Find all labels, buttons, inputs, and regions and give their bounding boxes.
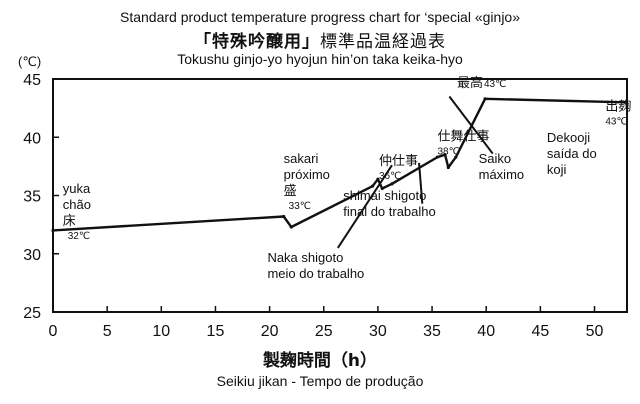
chart-title: Standard product temperature progress ch… — [120, 9, 520, 25]
annotation-shimai-shigoto-label: 仕舞仕事 — [437, 129, 489, 144]
data-point — [282, 214, 286, 219]
x-tick-label: 15 — [207, 323, 225, 340]
annotation-sakari-label: 盛 — [284, 183, 297, 198]
callout-naka-shigoto-note-line — [336, 164, 393, 249]
x-tick-label: 20 — [261, 323, 279, 340]
data-point — [289, 225, 293, 229]
x-tick-label: 50 — [586, 323, 604, 340]
annotation-sakari-label: sakari — [284, 151, 319, 166]
x-tick-label: 40 — [477, 323, 495, 340]
annotation-saiko-temp: 43℃ — [484, 79, 506, 90]
annotation-shimai-shigoto-temp: 38℃ — [437, 147, 459, 158]
data-point — [390, 182, 394, 186]
annotation-yuka-label: chão — [63, 197, 91, 212]
x-tick-label: 30 — [369, 323, 387, 340]
annotation-dekooji-label: 出麹 — [605, 98, 631, 113]
title-jp-main: 「特殊吟醸用」 — [194, 32, 320, 52]
callout-dekooji-note-text: Dekooji — [547, 130, 590, 145]
y-axis-unit: (℃) — [18, 54, 42, 69]
callout-saiko-note-text: Saiko — [479, 151, 512, 166]
callout-shimai-shigoto-note-text: shimai shigoto — [343, 188, 426, 203]
data-point — [443, 153, 447, 157]
data-point — [446, 165, 450, 170]
x-tick-label: 0 — [49, 323, 58, 340]
callout-naka-shigoto-note-text: meio do trabalho — [267, 266, 364, 281]
data-point — [483, 97, 487, 101]
callout-saiko-note-text: máximo — [479, 167, 525, 182]
data-point — [435, 155, 440, 159]
data-point — [623, 100, 627, 104]
data-point — [51, 228, 55, 233]
callout-shimai-shigoto-note-text: final do trabalho — [343, 204, 436, 219]
chart-title-romaji: Tokushu ginjo-yo hyojun hin’on taka keik… — [177, 51, 463, 67]
annotation-naka-shigoto-temp: 36℃ — [379, 171, 401, 182]
callout-shimai-shigoto-note-line — [418, 162, 424, 204]
annotation-sakari-temp: 33℃ — [289, 201, 311, 212]
annotation-dekooji-temp: 43℃ — [605, 116, 627, 127]
annotation-sakari-label: próximo — [284, 167, 330, 182]
x-axis-label: 製麹時間（h） — [262, 351, 378, 371]
callout-saiko-note-line — [448, 95, 494, 155]
x-tick-label: 45 — [531, 323, 549, 340]
y-tick-label: 25 — [23, 305, 41, 322]
x-axis-sublabel: Seikiu jikan - Tempo de produção — [216, 373, 424, 389]
annotation-yuka-label: 床 — [63, 213, 76, 228]
callout-naka-shigoto-note-text: Naka shigoto — [267, 250, 343, 265]
annotation-saiko-label: 最高 — [457, 75, 483, 90]
y-tick-label: 45 — [23, 72, 41, 89]
data-point — [454, 155, 458, 159]
y-tick-label: 35 — [23, 189, 41, 206]
series-line — [52, 97, 625, 232]
callout-dekooji-note-text: koji — [547, 162, 567, 177]
data-point — [376, 177, 380, 181]
annotation-yuka-temp: 32℃ — [68, 231, 90, 242]
x-tick-label: 35 — [423, 323, 441, 340]
title-jp-rest: 標準品温経過表 — [320, 32, 446, 52]
annotation-yuka-label: yuka — [63, 181, 91, 196]
annotation-naka-shigoto-label: 仲仕事 — [379, 153, 418, 168]
x-tick-label: 5 — [103, 323, 112, 340]
chart-title-japanese: 「特殊吟醸用」標準品温経過表 — [0, 27, 640, 52]
x-tick-label: 10 — [152, 323, 170, 340]
y-tick-label: 30 — [23, 247, 41, 264]
callout-dekooji-note-text: saída do — [547, 146, 597, 161]
x-tick-label: 25 — [315, 323, 333, 340]
y-tick-label: 40 — [23, 130, 41, 147]
data-point — [370, 184, 375, 188]
data-point — [380, 186, 384, 191]
